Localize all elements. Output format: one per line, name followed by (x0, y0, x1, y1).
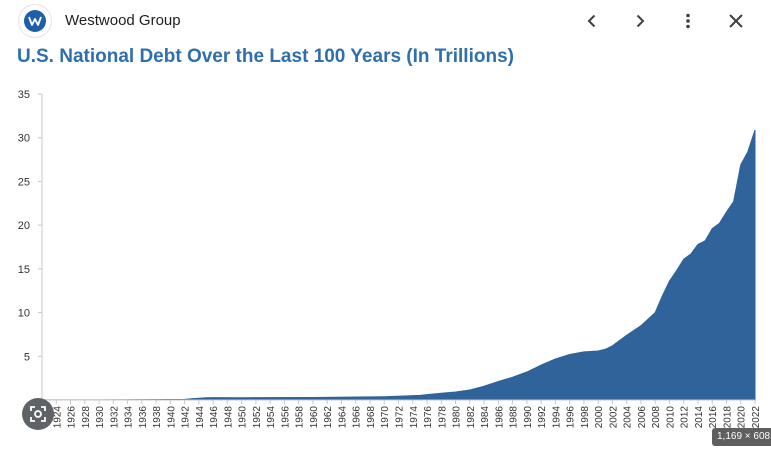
x-tick-label: 1948 (223, 406, 234, 429)
x-tick-label: 1986 (494, 406, 505, 429)
previous-button[interactable] (578, 7, 606, 35)
x-tick-label: 2022 (751, 406, 762, 429)
x-tick-label: 1992 (537, 406, 548, 429)
x-tick-label: 1968 (366, 406, 377, 429)
x-tick-label: 1930 (95, 406, 106, 429)
x-tick-label: 1926 (67, 406, 78, 429)
y-tick-label: 15 (18, 264, 30, 276)
x-tick-label: 1952 (252, 406, 263, 429)
x-tick-label: 1954 (266, 406, 277, 429)
y-tick-label: 10 (18, 308, 30, 320)
x-tick-label: 1964 (337, 406, 348, 429)
lens-search-icon (30, 406, 46, 422)
x-tick-label: 1984 (480, 406, 491, 429)
more-vert-icon (686, 13, 690, 29)
y-tick-label: 35 (18, 89, 30, 101)
x-tick-label: 1998 (580, 406, 591, 429)
x-tick-label: 1994 (551, 406, 562, 429)
viewer-top-bar: Westwood Group (0, 0, 771, 42)
x-tick-label: 1940 (166, 406, 177, 429)
close-button[interactable] (722, 7, 750, 35)
x-tick-label: 1978 (437, 406, 448, 429)
x-tick-label: 1990 (523, 406, 534, 429)
x-tick-label: 1924 (52, 406, 63, 429)
x-axis: 1922192419261928193019321934193619381940… (38, 399, 762, 429)
x-tick-label: 2000 (594, 406, 605, 429)
y-tick-label: 5 (24, 351, 30, 363)
area-layer (41, 129, 756, 401)
x-tick-label: 1942 (181, 406, 192, 429)
x-tick-label: 2016 (708, 406, 719, 429)
debt-area-series (41, 129, 756, 401)
westwood-w-logo-icon (24, 10, 46, 32)
x-tick-label: 2012 (680, 406, 691, 429)
x-tick-label: 1966 (352, 406, 363, 429)
x-tick-label: 2008 (651, 406, 662, 429)
chevron-right-icon (636, 14, 645, 28)
x-tick-label: 1982 (466, 406, 477, 429)
x-tick-label: 1958 (295, 406, 306, 429)
y-tick-label: 20 (18, 220, 30, 232)
x-tick-label: 1972 (395, 406, 406, 429)
chart-title: U.S. National Debt Over the Last 100 Yea… (17, 46, 514, 67)
site-name[interactable]: Westwood Group (65, 12, 181, 29)
x-tick-label: 1960 (309, 406, 320, 429)
x-tick-label: 2002 (608, 406, 619, 429)
chevron-left-icon (587, 14, 596, 28)
x-tick-label: 1974 (409, 406, 420, 429)
x-tick-label: 1980 (452, 406, 463, 429)
image-size-badge: 1,169 × 608 (712, 428, 771, 446)
x-tick-label: 2014 (694, 406, 705, 429)
lens-search-button[interactable] (22, 398, 54, 430)
x-tick-label: 1946 (209, 406, 220, 429)
x-tick-label: 1938 (152, 406, 163, 429)
x-tick-label: 1928 (81, 406, 92, 429)
y-tick-label: 30 (18, 133, 30, 145)
x-tick-label: 1956 (280, 406, 291, 429)
x-tick-label: 2004 (623, 406, 634, 429)
site-logo[interactable] (19, 5, 51, 37)
y-tick-label: 25 (18, 176, 30, 188)
x-tick-label: 1976 (423, 406, 434, 429)
x-tick-label: 1970 (380, 406, 391, 429)
x-tick-label: 2006 (637, 406, 648, 429)
x-tick-label: 1934 (124, 406, 135, 429)
x-tick-label: 2020 (737, 406, 748, 429)
x-tick-label: 2018 (722, 406, 733, 429)
x-tick-label: 1936 (138, 406, 149, 429)
x-tick-label: 1944 (195, 406, 206, 429)
x-tick-label: 1988 (509, 406, 520, 429)
close-icon (729, 14, 743, 28)
x-tick-label: 1950 (238, 406, 249, 429)
x-tick-label: 1962 (323, 406, 334, 429)
x-tick-label: 2010 (665, 406, 676, 429)
x-tick-label: 1996 (566, 406, 577, 429)
more-options-button[interactable] (674, 7, 702, 35)
next-button[interactable] (626, 7, 654, 35)
y-axis: 5 10 15 20 25 30 35 (18, 89, 43, 400)
x-tick-label: 1932 (109, 406, 120, 429)
